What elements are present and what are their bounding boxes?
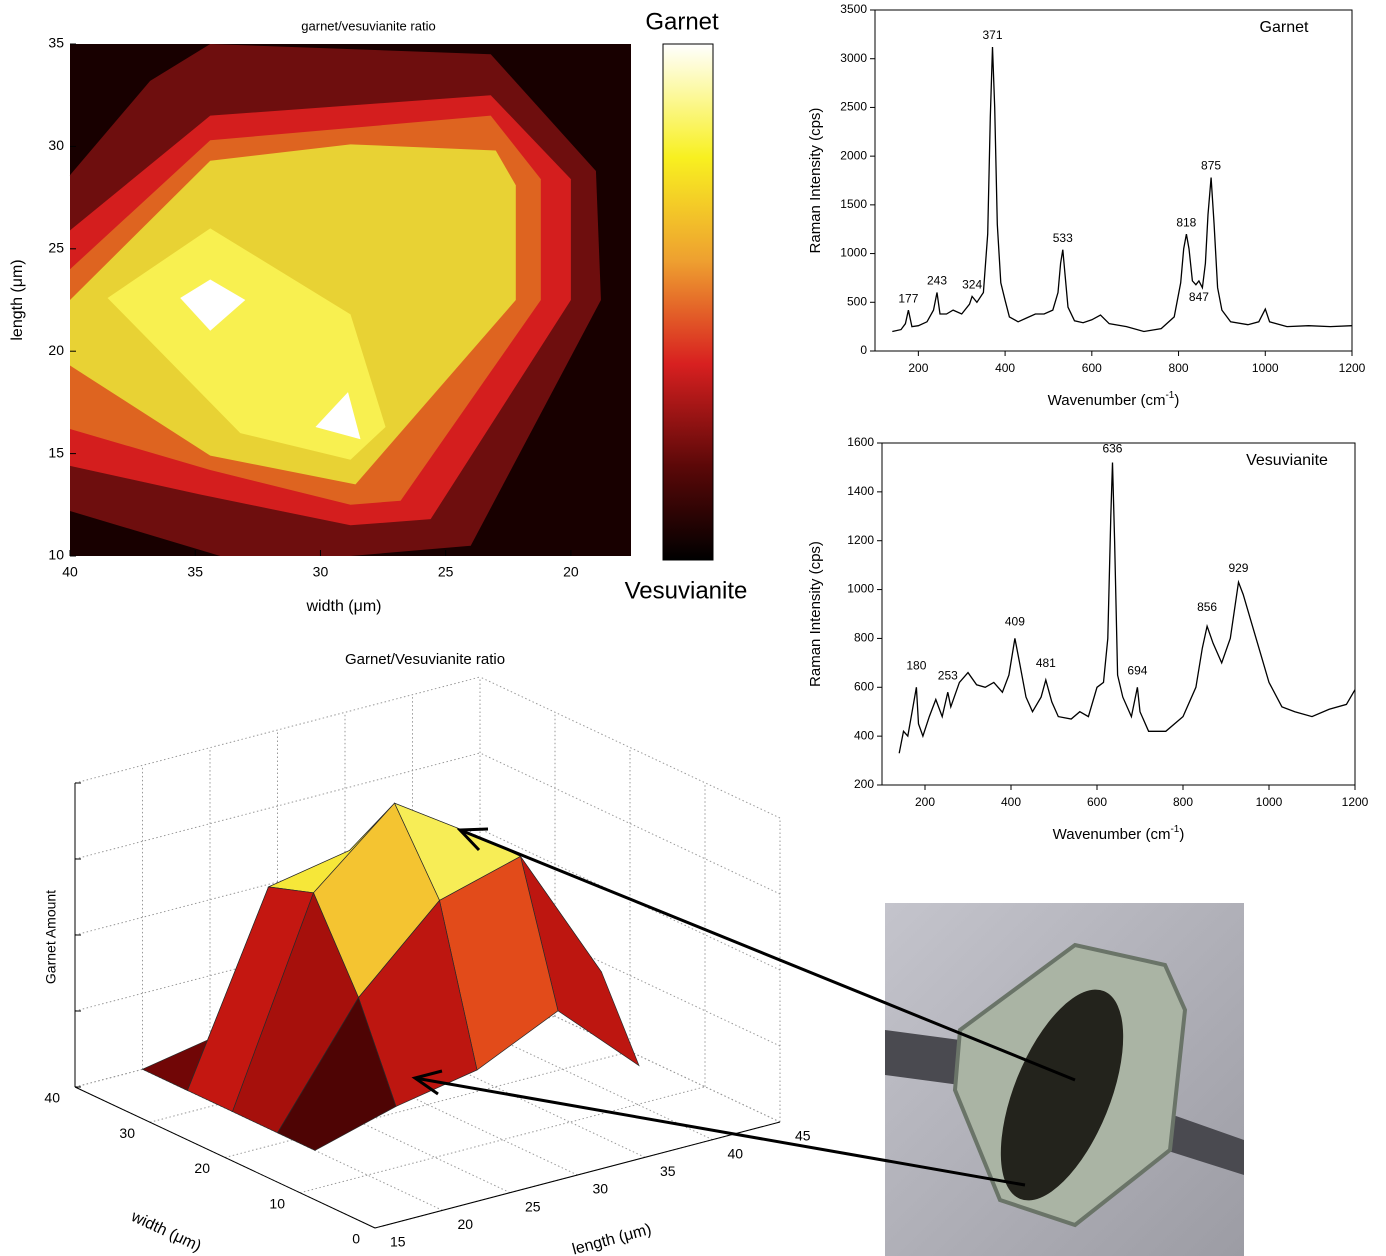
y-tick-label: 3500 [840, 2, 867, 16]
y-tick-label: 30 [48, 137, 64, 153]
y-tick-label: 1600 [847, 435, 874, 449]
grid-line [75, 677, 480, 783]
y-tick-label: 400 [854, 728, 874, 742]
y-tick-label: 15 [390, 1234, 406, 1250]
x-tick-label: 30 [119, 1125, 135, 1141]
x-tick-label: 10 [269, 1195, 285, 1211]
peak-label: 481 [1036, 656, 1056, 670]
y-tick-label: 500 [847, 294, 867, 308]
colorbar [663, 44, 713, 560]
y-tick-label: 800 [854, 631, 874, 645]
x-tick-label: 1000 [1252, 361, 1279, 375]
y-tick-label: 35 [660, 1163, 676, 1179]
x-tick-label: 30 [313, 564, 329, 580]
peak-label: 371 [982, 28, 1002, 42]
x-tick-label: 600 [1087, 795, 1107, 809]
x-axis-label-part: ) [1174, 392, 1179, 409]
x-tick-label: 0 [352, 1231, 360, 1247]
chart-title: garnet/vesuvianite ratio [301, 18, 435, 33]
chart-title: Vesuvianite [1246, 452, 1328, 469]
y-tick-label: 200 [854, 777, 874, 791]
y-tick-label: 20 [48, 342, 64, 358]
y-tick-label: 3000 [840, 51, 867, 65]
y-tick-label: 25 [525, 1198, 541, 1214]
y-axis-label: Raman Intensity (cps) [807, 541, 824, 687]
y-axis-label: length (μm) [570, 1221, 653, 1256]
y-tick-label: 1400 [847, 484, 874, 498]
x-tick-label: 400 [995, 361, 1015, 375]
colorbar-label: Garnet [645, 8, 719, 35]
y-tick-label: 30 [593, 1181, 609, 1197]
y-axis [375, 1122, 780, 1228]
y-tick-label: 10 [48, 547, 64, 563]
x-tick-label: 800 [1173, 795, 1193, 809]
y-tick-label: 0 [860, 343, 867, 357]
x-tick-label: 35 [187, 564, 203, 580]
peak-label: 324 [962, 278, 982, 292]
x-tick-label: 25 [438, 564, 454, 580]
spectrum-line [899, 463, 1355, 754]
peak-label: 180 [906, 659, 926, 673]
peak-label: 409 [1005, 615, 1025, 629]
figure: 4035302520101520253035garnet/vesuvianite… [0, 0, 1386, 1256]
y-tick-label: 45 [795, 1128, 811, 1144]
x-axis-label: width (μm) [306, 598, 382, 615]
photo [885, 903, 1244, 1256]
x-axis-label: width (μm) [128, 1208, 204, 1256]
x-tick-label: 1200 [1342, 795, 1369, 809]
z-axis-label: Garnet Amount [43, 890, 59, 984]
x-tick-label: 200 [915, 795, 935, 809]
x-axis-label-part: Wavenumber (cm [1048, 392, 1166, 409]
x-tick-label: 200 [908, 361, 928, 375]
y-tick-label: 1000 [840, 246, 867, 260]
y-tick-label: 1000 [847, 582, 874, 596]
peak-label: 177 [898, 291, 918, 305]
chart-title: Garnet/Vesuvianite ratio [345, 651, 505, 668]
peak-label: 253 [938, 668, 958, 682]
y-tick-label: 15 [48, 444, 64, 460]
peak-label: 856 [1197, 600, 1217, 614]
x-tick-label: 1000 [1256, 795, 1283, 809]
x-tick-label: 20 [563, 564, 579, 580]
peak-label: 533 [1053, 231, 1073, 245]
x-axis-label: Wavenumber (cm-1) [1053, 824, 1185, 843]
y-tick-label: 20 [458, 1216, 474, 1232]
y-axis-label: Raman Intensity (cps) [807, 108, 824, 254]
y-tick-label: 40 [728, 1145, 744, 1161]
chart-title: Garnet [1260, 19, 1309, 36]
y-axis-label: length (μm) [9, 259, 26, 340]
plot-frame [882, 443, 1355, 785]
x-tick-label: 600 [1082, 361, 1102, 375]
x-tick-label: 1200 [1339, 361, 1366, 375]
peak-label: 636 [1102, 441, 1122, 455]
y-tick-label: 2000 [840, 148, 867, 162]
peak-label: 875 [1201, 159, 1221, 173]
colorbar-label: Vesuvianite [625, 577, 748, 604]
y-tick-label: 600 [854, 679, 874, 693]
y-tick-label: 2500 [840, 100, 867, 114]
y-tick-label: 25 [48, 240, 64, 256]
x-axis-label-part: Wavenumber (cm [1053, 826, 1171, 843]
x-axis-label-part: ) [1179, 826, 1184, 843]
x-tick-label: 40 [44, 1090, 60, 1106]
y-tick-label: 1200 [847, 533, 874, 547]
x-tick-label: 800 [1169, 361, 1189, 375]
peak-label: 694 [1127, 664, 1147, 678]
peak-label: 929 [1228, 561, 1248, 575]
peak-label: 818 [1176, 215, 1196, 229]
y-tick-label: 35 [48, 35, 64, 51]
y-tick-label: 1500 [840, 197, 867, 211]
x-axis-label: Wavenumber (cm-1) [1048, 390, 1180, 409]
peak-label: 243 [927, 274, 947, 288]
x-tick-label: 20 [194, 1160, 210, 1176]
x-tick-label: 400 [1001, 795, 1021, 809]
peak-label: 847 [1189, 290, 1209, 304]
x-tick-label: 40 [62, 564, 78, 580]
plot-frame [875, 10, 1352, 351]
